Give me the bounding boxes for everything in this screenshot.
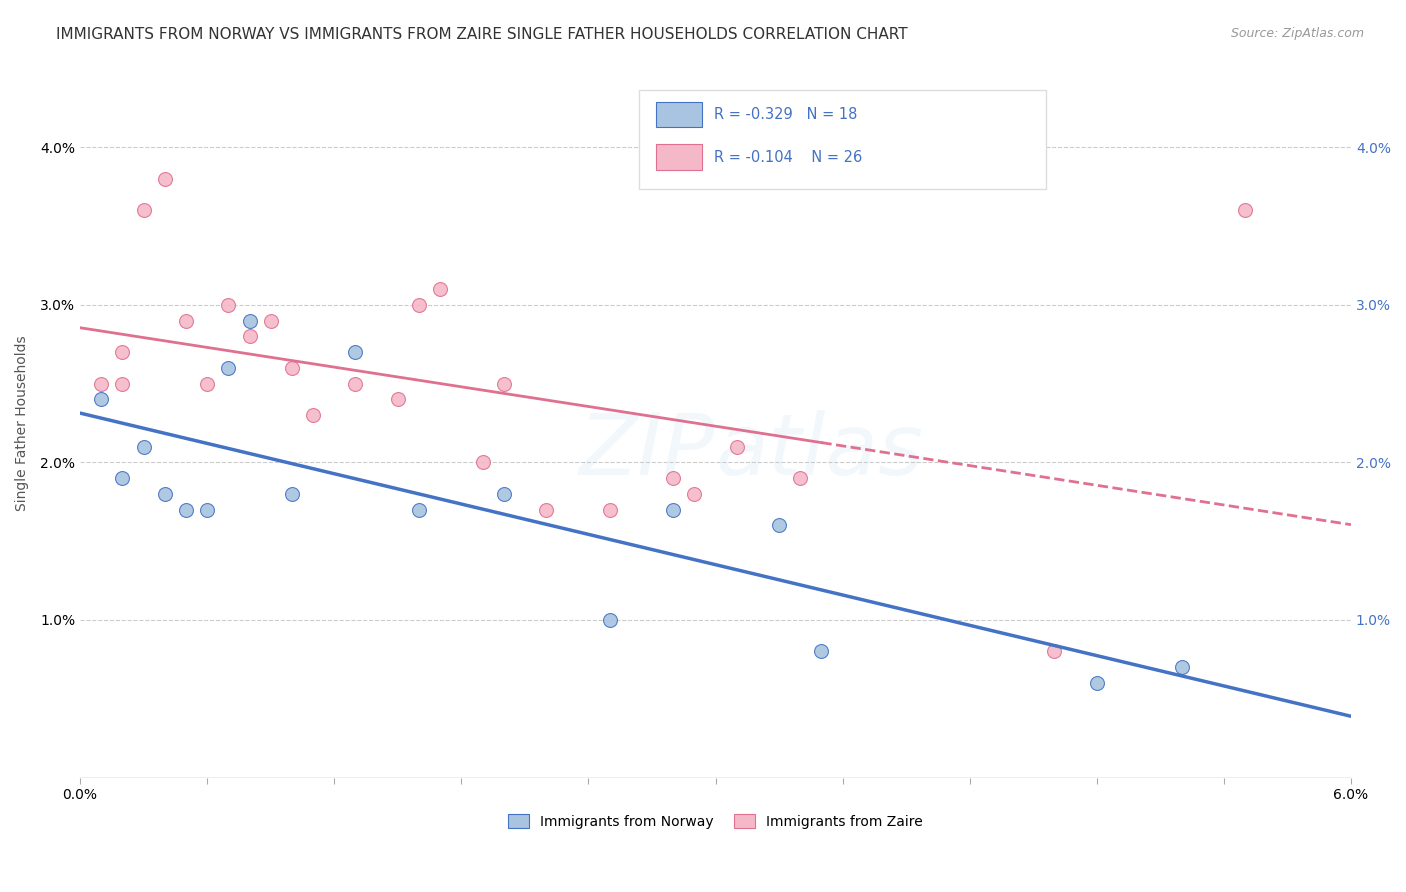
Point bbox=[132, 440, 155, 454]
Text: IMMIGRANTS FROM NORWAY VS IMMIGRANTS FROM ZAIRE SINGLE FATHER HOUSEHOLDS CORRELA: IMMIGRANTS FROM NORWAY VS IMMIGRANTS FRO… bbox=[56, 27, 908, 42]
Point bbox=[238, 313, 260, 327]
Text: Source: ZipAtlas.com: Source: ZipAtlas.com bbox=[1230, 27, 1364, 40]
Text: R = -0.104    N = 26: R = -0.104 N = 26 bbox=[714, 150, 862, 165]
Point bbox=[217, 298, 239, 312]
Point bbox=[429, 282, 451, 296]
FancyBboxPatch shape bbox=[640, 90, 1046, 189]
Point bbox=[1085, 676, 1108, 690]
Point bbox=[492, 487, 515, 501]
Point bbox=[90, 392, 112, 407]
Point bbox=[195, 376, 218, 391]
Point bbox=[662, 502, 685, 516]
Point bbox=[344, 376, 367, 391]
Point bbox=[408, 502, 430, 516]
Point bbox=[260, 313, 283, 327]
Point bbox=[662, 471, 685, 485]
Text: atlas: atlas bbox=[716, 410, 924, 493]
Point bbox=[238, 329, 260, 343]
Point bbox=[789, 471, 811, 485]
Point bbox=[534, 502, 557, 516]
Text: R = -0.329   N = 18: R = -0.329 N = 18 bbox=[714, 107, 858, 122]
Point bbox=[408, 298, 430, 312]
Point bbox=[492, 376, 515, 391]
Point bbox=[683, 487, 706, 501]
Point bbox=[1170, 660, 1192, 674]
Point bbox=[281, 360, 304, 375]
Point bbox=[153, 171, 176, 186]
Point bbox=[1234, 203, 1257, 218]
Point bbox=[281, 487, 304, 501]
Point bbox=[90, 376, 112, 391]
FancyBboxPatch shape bbox=[655, 145, 702, 169]
Point bbox=[344, 345, 367, 359]
Point bbox=[111, 345, 134, 359]
FancyBboxPatch shape bbox=[655, 102, 702, 128]
Point bbox=[111, 376, 134, 391]
Point bbox=[387, 392, 409, 407]
Point bbox=[768, 518, 790, 533]
Point bbox=[725, 440, 748, 454]
Point bbox=[174, 313, 197, 327]
Point bbox=[217, 360, 239, 375]
Point bbox=[132, 203, 155, 218]
Point bbox=[302, 408, 325, 422]
Point bbox=[599, 502, 621, 516]
Legend: Immigrants from Norway, Immigrants from Zaire: Immigrants from Norway, Immigrants from … bbox=[502, 808, 928, 834]
Point bbox=[195, 502, 218, 516]
Point bbox=[471, 455, 494, 469]
Point bbox=[153, 487, 176, 501]
Y-axis label: Single Father Households: Single Father Households bbox=[15, 335, 30, 511]
Point bbox=[111, 471, 134, 485]
Point bbox=[599, 613, 621, 627]
Point bbox=[810, 644, 832, 658]
Point bbox=[1043, 644, 1066, 658]
Point bbox=[174, 502, 197, 516]
Text: ZIP: ZIP bbox=[579, 410, 716, 493]
